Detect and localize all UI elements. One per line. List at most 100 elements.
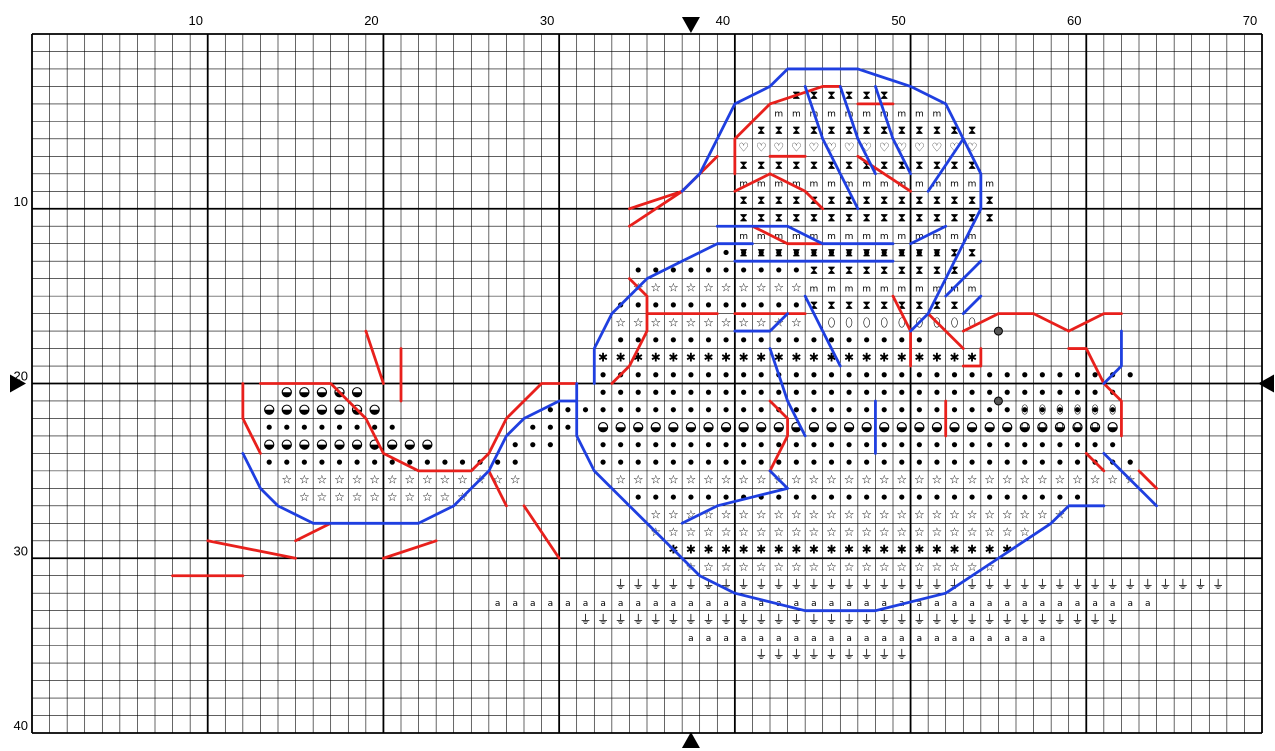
stitch-star: ☆	[738, 280, 749, 294]
stitch-dot	[828, 249, 835, 256]
stitch-hourglass: ⧗	[898, 123, 906, 137]
backstitch-red	[856, 154, 912, 193]
stitch-star: ☆	[334, 490, 345, 504]
stitch-m: m	[845, 180, 854, 190]
stitch-dot	[1039, 459, 1045, 465]
stitch-dot	[758, 372, 764, 378]
stitch-hourglass: ⧗	[862, 298, 870, 312]
stitch-dot	[881, 459, 887, 465]
stitch-hourglass: ⧗	[827, 158, 835, 172]
stitch-asterisk: ✱	[774, 350, 784, 364]
stitch-m: m	[985, 180, 994, 190]
stitch-half	[299, 439, 310, 450]
stitch-dot	[881, 337, 887, 343]
stitch-heart: ♡	[914, 141, 925, 155]
stitch-hourglass: ⧗	[845, 158, 853, 172]
stitch-a: a	[741, 634, 747, 644]
stitch-half	[404, 439, 415, 450]
stitch-dot	[741, 337, 747, 343]
stitch-dot	[1022, 389, 1028, 395]
stitch-anchor: ⏚	[808, 612, 820, 626]
stitch-star: ☆	[633, 473, 644, 487]
stitch-dot	[741, 249, 747, 256]
stitch-asterisk: ✱	[668, 350, 678, 364]
stitch-anchor: ⏚	[1194, 577, 1206, 591]
stitch-half	[826, 422, 837, 433]
stitch-anchor: ⏚	[1107, 612, 1119, 626]
stitch-star: ☆	[896, 525, 907, 539]
stitch-star: ☆	[984, 473, 995, 487]
stitch-dot	[934, 407, 940, 413]
stitch-hourglass: ⧗	[862, 245, 870, 259]
stitch-dot	[951, 442, 958, 448]
stitch-dot	[618, 337, 624, 343]
stitch-star: ☆	[984, 560, 995, 574]
stitch-star: ☆	[756, 315, 767, 329]
french-knot-marker	[993, 326, 1003, 336]
stitch-dot	[635, 494, 641, 500]
stitch-a: a	[706, 599, 712, 609]
stitch-hourglass: ⧗	[933, 210, 941, 224]
stitch-dot	[987, 494, 993, 500]
stitch-m: m	[827, 110, 836, 120]
stitch-m: m	[862, 110, 871, 120]
stitch-star: ☆	[686, 525, 697, 539]
stitch-anchor: ⏚	[896, 647, 908, 661]
stitch-dot	[881, 389, 887, 395]
stitch-oval: ⬯	[1056, 420, 1064, 434]
stitch-asterisk: ✱	[774, 543, 784, 557]
stitch-star: ☆	[387, 490, 398, 504]
stitch-dot	[1057, 389, 1063, 395]
stitch-dot	[741, 267, 747, 273]
stitch-star: ☆	[686, 280, 697, 294]
stitch-dot	[653, 372, 659, 378]
stitch-dot	[1110, 407, 1116, 413]
stitch-anchor: ⏚	[1071, 577, 1083, 591]
stitch-hourglass: ⧗	[915, 123, 923, 137]
stitch-dot	[916, 389, 922, 395]
stitch-dot	[653, 442, 659, 448]
stitch-dot	[688, 389, 694, 395]
stitch-m: m	[739, 180, 748, 190]
stitch-dot	[793, 442, 799, 448]
stitch-m: m	[792, 180, 801, 190]
stitch-dot	[776, 249, 782, 256]
stitch-hourglass: ⧗	[950, 298, 958, 312]
stitch-dot	[705, 459, 712, 465]
stitch-dot	[741, 389, 747, 395]
backstitch-blue	[680, 469, 789, 525]
stitch-dot	[723, 249, 729, 256]
stitch-dot	[899, 459, 905, 465]
stitch-caret: ^	[1109, 459, 1117, 469]
stitch-star: ☆	[317, 490, 328, 504]
stitch-m: m	[862, 232, 871, 242]
stitch-half	[615, 422, 626, 433]
stitch-dot	[372, 459, 378, 465]
stitch-dot	[881, 372, 887, 378]
stitch-dot	[670, 442, 676, 448]
stitch-m: m	[810, 284, 819, 294]
stitch-dot	[811, 337, 817, 343]
stitch-dot	[916, 372, 922, 378]
stitch-m: m	[774, 232, 783, 242]
stitch-dot	[864, 407, 870, 413]
stitch-oval: ⬯	[1039, 403, 1047, 417]
stitch-half	[387, 439, 398, 450]
stitch-star: ☆	[756, 560, 767, 574]
stitch-dot	[1074, 459, 1081, 465]
stitch-asterisk: ✱	[949, 350, 959, 364]
stitch-dot	[846, 459, 852, 465]
stitch-hourglass: ⧗	[933, 298, 941, 312]
stitch-half	[1037, 422, 1048, 433]
x-tick-label: 70	[1243, 13, 1257, 28]
stitch-a: a	[635, 599, 641, 609]
stitch-dot	[442, 459, 448, 465]
stitch-star: ☆	[352, 473, 363, 487]
stitch-dot	[758, 249, 764, 256]
stitch-m: m	[933, 110, 942, 120]
stitch-dot	[758, 267, 764, 273]
stitch-dot	[758, 442, 764, 448]
stitch-hourglass: ⧗	[985, 193, 993, 207]
stitch-star: ☆	[809, 508, 820, 522]
stitch-a: a	[1057, 599, 1063, 609]
